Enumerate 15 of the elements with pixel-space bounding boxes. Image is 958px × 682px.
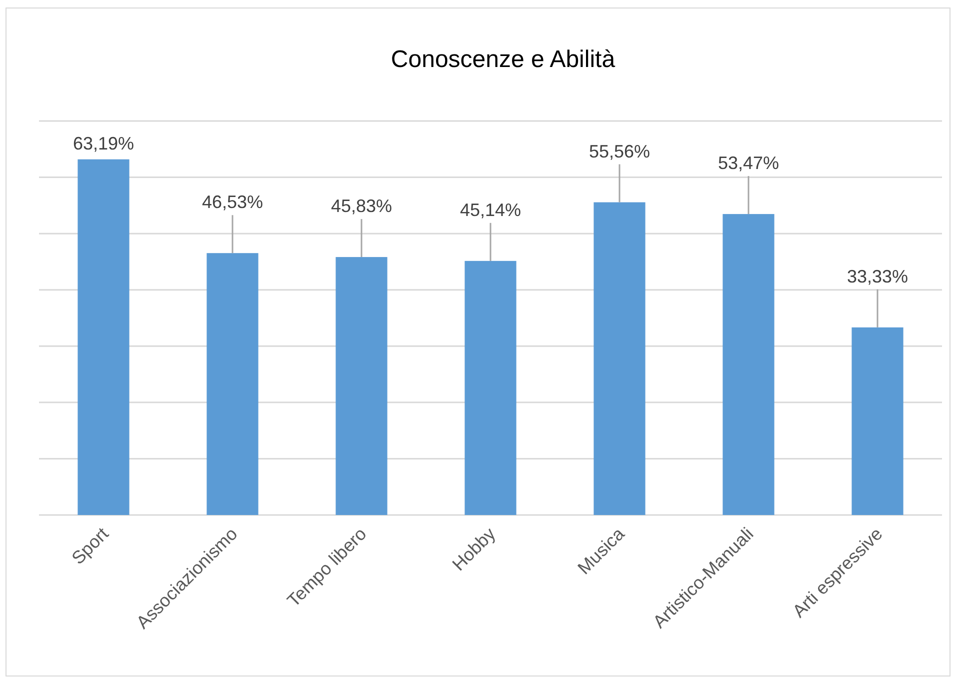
chart-title: Conoscenze e Abilità	[390, 46, 616, 73]
bar	[206, 253, 258, 515]
data-label: 45,14%	[460, 200, 522, 220]
data-label: 55,56%	[588, 141, 650, 162]
bar	[336, 257, 388, 515]
bar	[722, 214, 774, 515]
data-label: 53,47%	[718, 153, 780, 174]
bar	[78, 159, 130, 515]
bar	[852, 327, 904, 515]
data-label: 63,19%	[72, 133, 134, 154]
data-label: 46,53%	[202, 192, 264, 212]
bar	[594, 202, 646, 515]
data-label: 33,33%	[846, 266, 908, 286]
bar	[464, 260, 516, 515]
data-label: 45,83%	[330, 196, 392, 216]
